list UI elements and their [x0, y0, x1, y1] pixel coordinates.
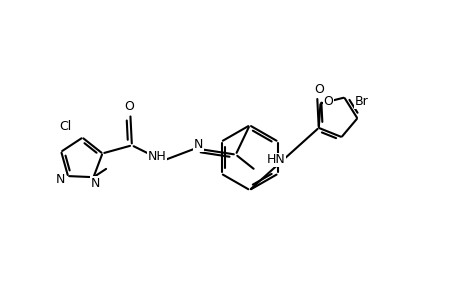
- Text: NH: NH: [147, 150, 166, 164]
- Text: HN: HN: [267, 153, 285, 166]
- Text: O: O: [313, 83, 323, 96]
- Text: Br: Br: [354, 95, 368, 108]
- Text: Cl: Cl: [59, 120, 72, 134]
- Text: O: O: [123, 100, 134, 113]
- Text: N: N: [90, 177, 100, 190]
- Text: N: N: [193, 138, 203, 151]
- Text: N: N: [56, 172, 65, 186]
- Text: O: O: [323, 95, 332, 108]
